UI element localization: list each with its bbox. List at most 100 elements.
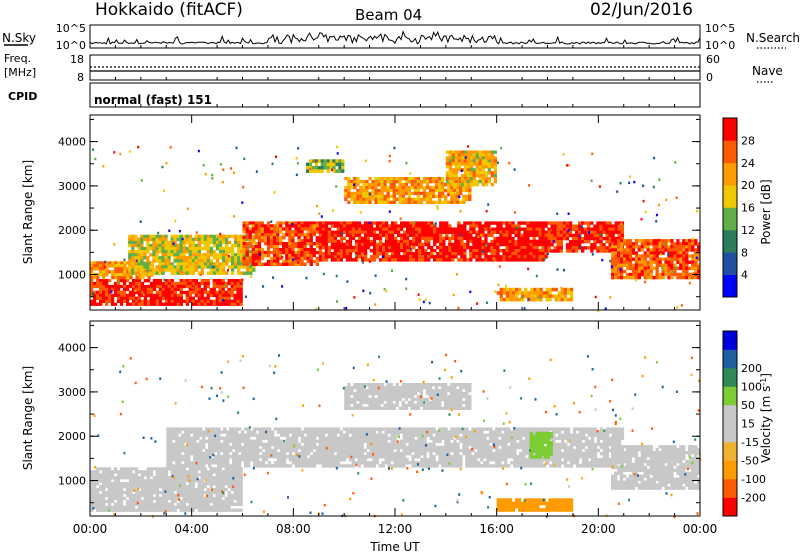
range-cell	[324, 249, 329, 253]
range-cell	[282, 433, 287, 437]
sky-noise-line	[89, 30, 701, 45]
range-cell	[541, 255, 545, 259]
range-cell	[155, 490, 160, 495]
range-cell	[646, 251, 650, 255]
range-cell	[646, 254, 650, 258]
range-cell	[276, 451, 281, 456]
range-cell	[169, 427, 173, 431]
range-cell	[227, 281, 231, 286]
range-cell	[487, 159, 491, 163]
range-cell	[622, 257, 627, 261]
range-cell	[478, 236, 482, 241]
range-cell	[430, 227, 434, 231]
range-cell	[416, 194, 421, 199]
range-cell	[234, 237, 238, 242]
range-cell	[526, 252, 530, 256]
range-cell	[99, 508, 103, 512]
range-cell	[436, 227, 440, 231]
range-cell	[436, 236, 440, 241]
range-cell	[694, 269, 698, 274]
range-cell	[454, 255, 458, 259]
range-cell	[152, 496, 157, 501]
range-cell	[273, 236, 277, 240]
range-cell	[487, 249, 491, 253]
range-cell	[233, 473, 237, 477]
range-cell	[478, 252, 482, 256]
range-cell	[231, 234, 235, 239]
range-cell	[236, 479, 240, 483]
range-cell	[685, 263, 689, 267]
range-cell	[518, 291, 522, 295]
range-cell	[469, 255, 473, 259]
range-cell	[294, 227, 298, 231]
range-cell	[579, 246, 582, 249]
range-cell	[438, 188, 442, 193]
range-cell	[93, 482, 97, 486]
range-cell	[209, 470, 213, 474]
range-cell	[164, 479, 169, 483]
range-cell	[368, 183, 372, 187]
beam-label: Beam 04	[355, 6, 422, 24]
range-cell	[288, 445, 293, 450]
range-cell	[679, 260, 683, 264]
range-cell	[460, 156, 465, 160]
range-cell	[137, 145, 140, 149]
range-cell	[463, 221, 467, 225]
range-cell	[227, 508, 231, 512]
range-cell	[608, 243, 612, 247]
range-cell	[181, 458, 185, 462]
range-cell	[415, 249, 419, 253]
range-cell	[538, 242, 542, 247]
range-cell	[351, 224, 356, 228]
range-cell	[457, 224, 461, 228]
range-cell	[294, 427, 299, 431]
range-cell	[102, 485, 106, 489]
range-cell	[326, 169, 330, 173]
range-cell	[622, 239, 627, 243]
range-cell	[238, 458, 242, 462]
range-cell	[288, 233, 292, 237]
range-cell	[158, 256, 162, 260]
range-cell	[243, 265, 247, 269]
range-cell	[295, 173, 298, 177]
range-cell	[140, 493, 145, 498]
range-cell	[436, 239, 440, 244]
range-cell	[377, 200, 381, 204]
range-cell	[294, 224, 298, 228]
range-cell	[125, 485, 130, 489]
range-cell	[614, 251, 618, 255]
range-cell	[453, 197, 457, 201]
range-cell	[232, 430, 236, 434]
range-cell	[164, 265, 168, 269]
range-cell	[200, 473, 204, 477]
range-cell	[484, 221, 488, 225]
range-cell	[679, 254, 683, 258]
range-cell	[309, 259, 313, 264]
range-cell	[294, 451, 299, 456]
range-cell	[584, 236, 588, 241]
range-cell	[327, 239, 332, 244]
range-cell	[131, 499, 136, 504]
range-cell	[173, 253, 177, 257]
range-cell	[336, 152, 339, 155]
range-cell	[209, 479, 213, 483]
range-cell	[185, 496, 189, 501]
range-cell	[688, 260, 692, 264]
range-cell	[643, 260, 647, 264]
range-cell	[453, 185, 457, 190]
range-cell	[161, 487, 166, 492]
range-cell	[199, 464, 203, 468]
range-cell	[553, 221, 557, 225]
range-cell	[229, 427, 233, 431]
range-cell	[218, 302, 222, 306]
range-cell	[288, 262, 292, 266]
range-cell	[547, 243, 551, 247]
range-cell	[253, 455, 257, 459]
range-cell	[451, 236, 455, 241]
range-cell	[530, 287, 534, 292]
range-cell	[134, 508, 139, 512]
range-cell	[116, 502, 121, 506]
range-cell	[167, 250, 171, 254]
range-cell	[409, 221, 413, 225]
range-cell	[236, 281, 240, 286]
